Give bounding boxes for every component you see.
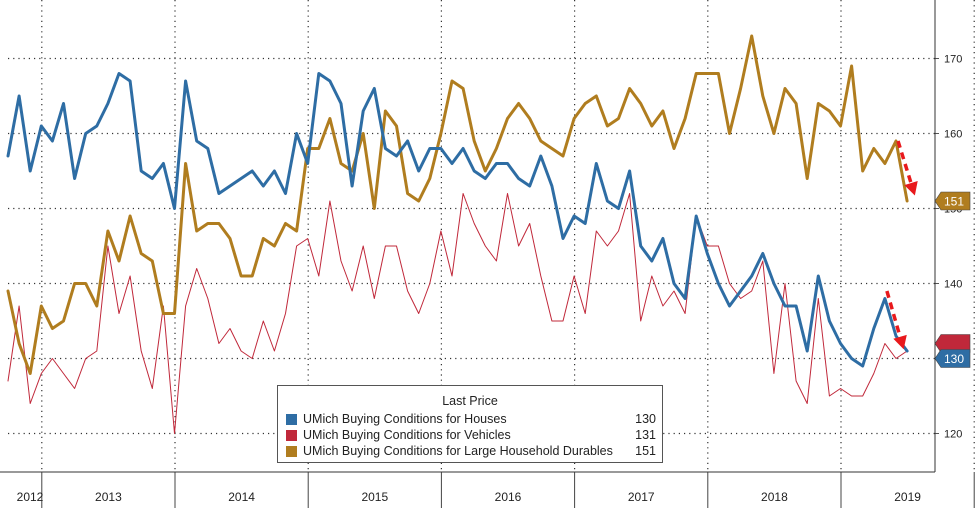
annotation-arrow-head [893,334,907,350]
legend-row-vehicles: UMich Buying Conditions for Vehicles 131 [286,427,656,443]
legend-swatch-vehicles [286,429,297,441]
legend-swatch-houses [286,413,297,425]
last-tag-durables-label: 151 [944,195,964,209]
legend-row-durables: UMich Buying Conditions for Large Househ… [286,443,656,459]
series-line-houses [6,72,909,368]
annotation-arrow-head [904,180,918,196]
last-tag-houses-label: 130 [944,352,964,366]
legend-last-houses: 130 [635,412,656,426]
x-year-label: 2016 [495,490,522,504]
legend-label-houses: UMich Buying Conditions for Houses [303,412,507,426]
last-tag-houses: 130 [934,349,971,368]
x-year-label: 2017 [628,490,655,504]
series-line-durables [6,34,909,375]
x-year-label: 2019 [894,490,921,504]
annotation-arrow-shaft [896,140,915,191]
x-year-label: 2012 [17,490,44,504]
x-year-label: 2014 [228,490,255,504]
y-tick-label: 120 [944,429,962,441]
legend-label-vehicles: UMich Buying Conditions for Vehicles [303,428,511,442]
legend-swatch-durables [286,445,297,457]
chart-legend: Last Price UMich Buying Conditions for H… [277,385,663,463]
legend-row-houses: UMich Buying Conditions for Houses 130 [286,411,656,427]
legend-last-vehicles: 131 [635,428,656,442]
x-year-label: 2013 [95,490,122,504]
legend-label-durables: UMich Buying Conditions for Large Househ… [303,444,613,458]
y-tick-label: 140 [944,279,962,291]
legend-last-durables: 151 [635,444,656,458]
y-tick-label: 160 [944,129,962,141]
annotation-arrow-shaft [885,290,904,344]
series-line-vehicles [7,193,908,434]
last-tag-durables: 151 [934,191,971,211]
y-tick-label: 170 [944,54,962,66]
x-year-label: 2015 [361,490,388,504]
legend-title: Last Price [442,394,498,408]
x-year-label: 2018 [761,490,788,504]
